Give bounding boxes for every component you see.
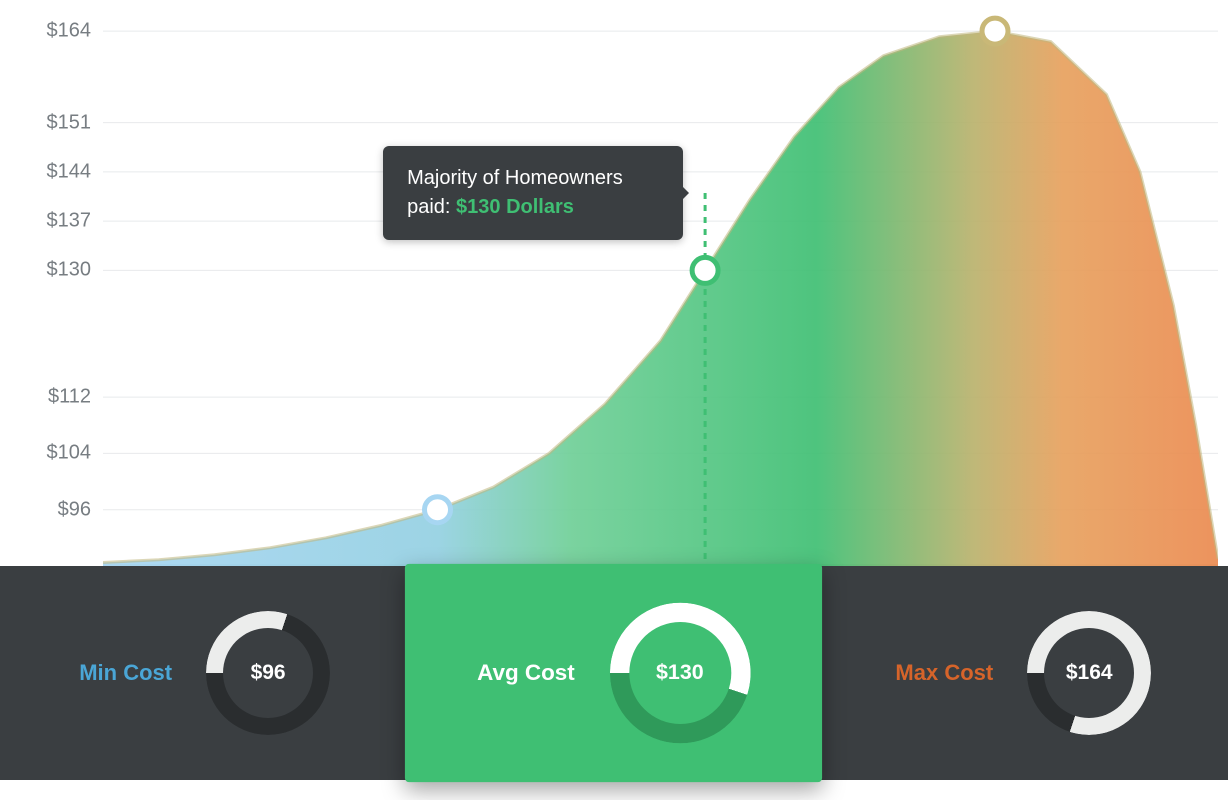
min-cost-card: Min Cost $96 xyxy=(0,566,409,780)
area-fill xyxy=(103,31,1218,566)
y-tick-label: $151 xyxy=(47,111,92,134)
summary-cards: Min Cost $96 Avg Cost $130 Max Cost $164 xyxy=(0,566,1228,780)
max-cost-label: Max Cost xyxy=(895,660,993,686)
y-tick-label: $112 xyxy=(48,386,91,409)
y-tick-label: $144 xyxy=(47,160,92,183)
plot-svg xyxy=(103,10,1218,566)
tooltip-line1: Majority of Homeowners xyxy=(407,167,623,189)
avg-tooltip: Majority of Homeowners paid: $130 Dollar… xyxy=(383,146,683,240)
max-marker xyxy=(982,18,1008,44)
max-donut: $164 xyxy=(1027,611,1151,735)
y-tick-label: $164 xyxy=(47,20,92,43)
y-tick-label: $96 xyxy=(58,498,91,521)
avg-cost-card: Avg Cost $130 xyxy=(405,564,823,782)
y-tick-label: $137 xyxy=(47,210,92,233)
avg-cost-label: Avg Cost xyxy=(477,660,575,687)
min-marker xyxy=(425,497,451,523)
avg-cost-value: $130 xyxy=(610,603,751,744)
y-tick-label: $104 xyxy=(47,442,92,465)
avg-marker xyxy=(692,257,718,283)
avg-donut: $130 xyxy=(610,603,751,744)
cost-distribution-chart: $96 $104 $112 $130 $137 $144 $151 $164 Majority… xyxy=(0,0,1228,800)
min-donut: $96 xyxy=(206,611,330,735)
min-cost-value: $96 xyxy=(206,611,330,735)
max-cost-card: Max Cost $164 xyxy=(819,566,1228,780)
tooltip-highlight: $130 Dollars xyxy=(456,196,574,218)
y-axis: $96 $104 $112 $130 $137 $144 $151 $164 xyxy=(0,10,103,566)
min-cost-label: Min Cost xyxy=(79,660,172,686)
plot-area xyxy=(103,10,1218,566)
max-cost-value: $164 xyxy=(1027,611,1151,735)
y-tick-label: $130 xyxy=(47,259,92,282)
tooltip-line2-prefix: paid: xyxy=(407,196,456,218)
